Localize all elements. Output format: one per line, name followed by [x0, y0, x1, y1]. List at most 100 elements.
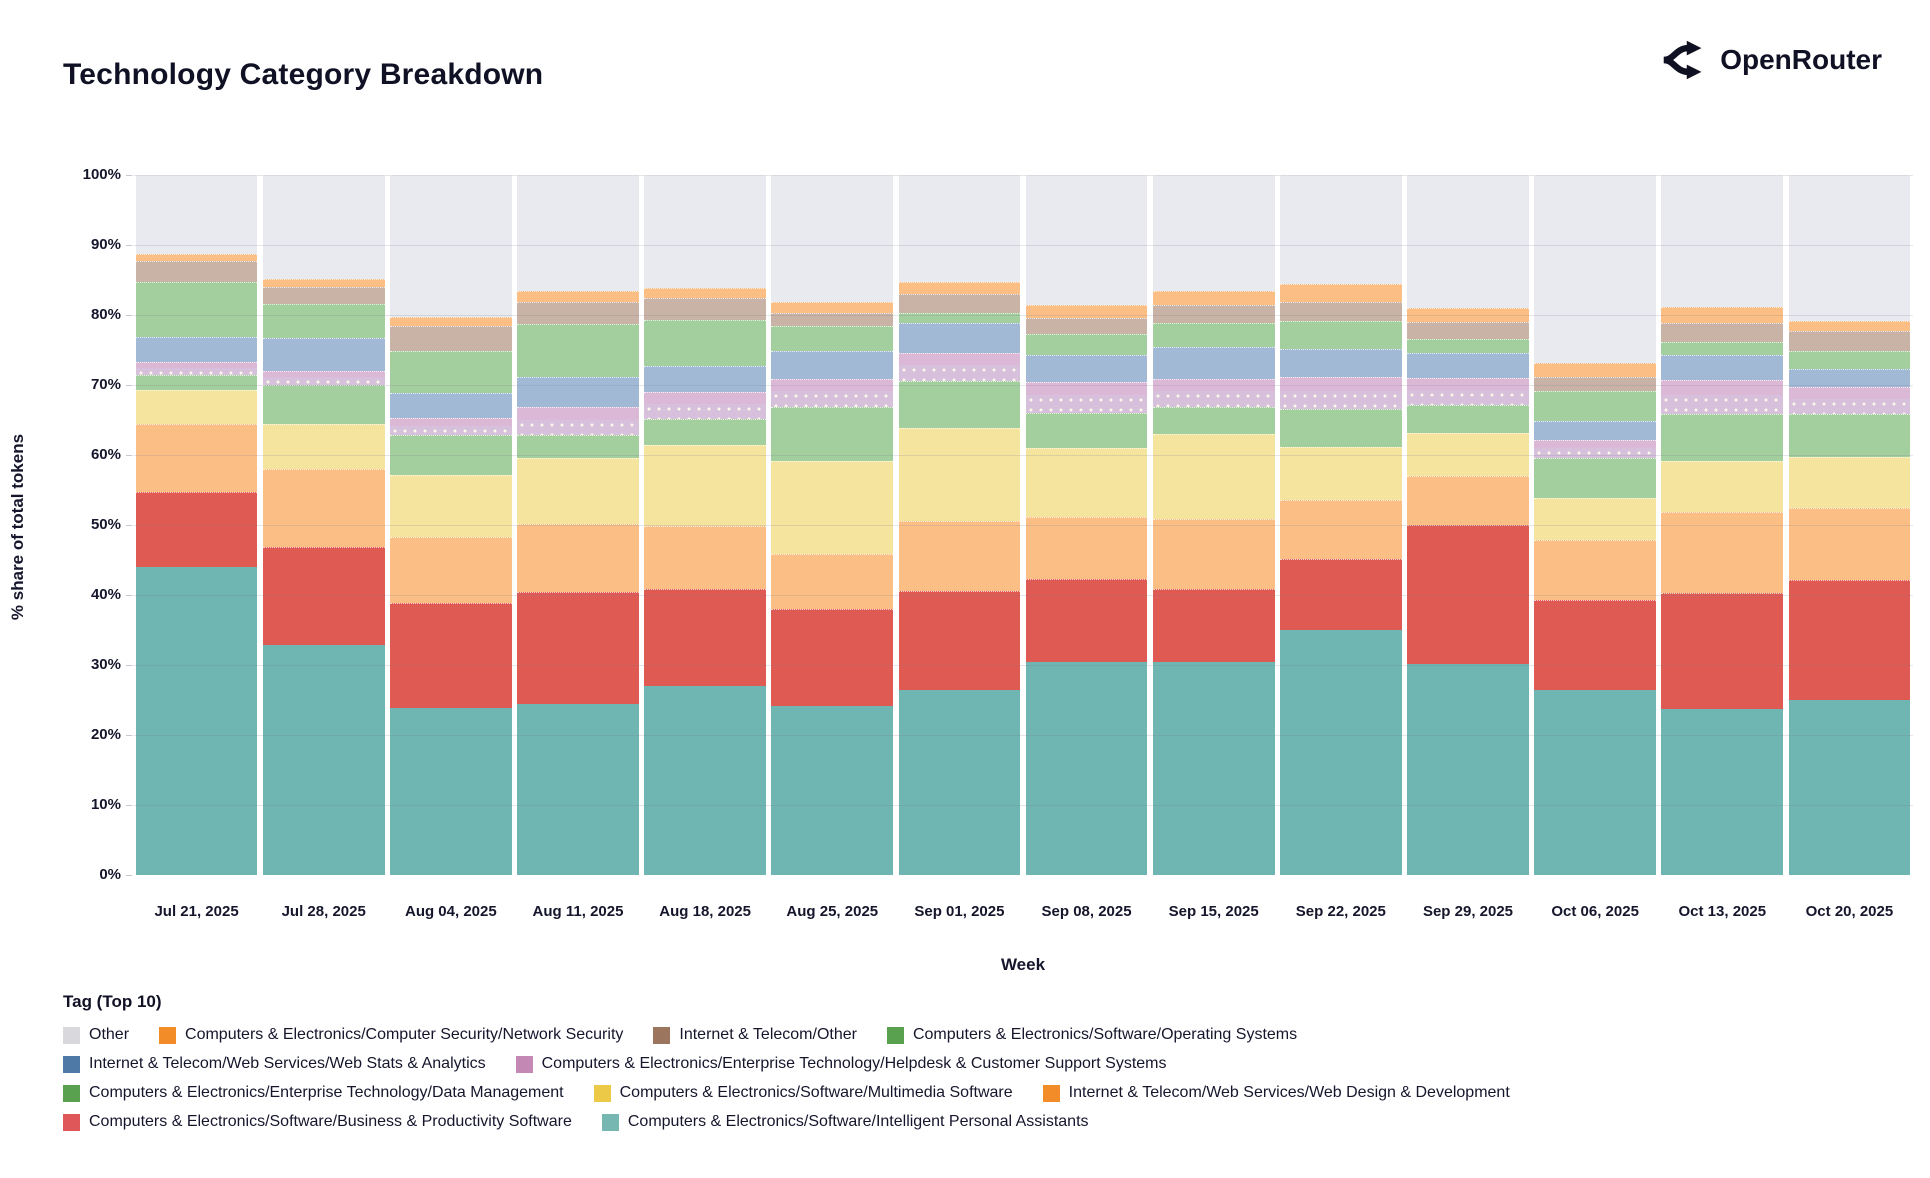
- bar-segment[interactable]: [1025, 175, 1148, 306]
- bar-segment[interactable]: [135, 567, 258, 875]
- bar-sep-08-2025[interactable]: [1025, 175, 1148, 875]
- bar-segment[interactable]: [1534, 175, 1656, 363]
- bar-segment[interactable]: [1152, 518, 1275, 590]
- bar-segment[interactable]: [390, 434, 512, 476]
- bar-segment[interactable]: [898, 175, 1021, 283]
- bar-segment[interactable]: [771, 302, 894, 313]
- bar-segment[interactable]: [898, 352, 1021, 381]
- bar-segment[interactable]: [1661, 175, 1784, 307]
- bar-segment[interactable]: [1152, 291, 1275, 305]
- bar-segment[interactable]: [771, 312, 894, 326]
- bar-oct-20-2025[interactable]: [1788, 175, 1911, 875]
- bar-segment[interactable]: [771, 705, 894, 875]
- bar-segment[interactable]: [1661, 592, 1784, 710]
- bar-segment[interactable]: [1280, 630, 1402, 875]
- bar-segment[interactable]: [390, 317, 512, 327]
- bar-segment[interactable]: [1025, 578, 1148, 662]
- legend-item[interactable]: Internet & Telecom/Web Services/Web Desi…: [1042, 1084, 1510, 1102]
- bar-segment[interactable]: [390, 393, 512, 418]
- bar-segment[interactable]: [644, 297, 766, 320]
- bar-segment[interactable]: [135, 361, 258, 375]
- bar-segment[interactable]: [517, 523, 639, 593]
- bar-aug-25-2025[interactable]: [771, 175, 894, 875]
- bar-segment[interactable]: [135, 423, 258, 493]
- bar-segment[interactable]: [1280, 284, 1402, 302]
- bar-segment[interactable]: [1788, 580, 1911, 700]
- bar-segment[interactable]: [1025, 448, 1148, 517]
- bar-segment[interactable]: [135, 282, 258, 337]
- bar-aug-11-2025[interactable]: [517, 175, 639, 875]
- bar-segment[interactable]: [1152, 346, 1275, 379]
- bar-segment[interactable]: [1280, 348, 1402, 377]
- bar-segment[interactable]: [135, 175, 258, 255]
- legend-item[interactable]: Computers & Electronics/Software/Operati…: [886, 1026, 1297, 1044]
- bar-segment[interactable]: [1152, 304, 1275, 324]
- bar-segment[interactable]: [644, 288, 766, 298]
- bar-segment[interactable]: [644, 686, 766, 875]
- bar-segment[interactable]: [517, 407, 639, 436]
- bar-segment[interactable]: [1788, 331, 1911, 352]
- legend-item[interactable]: Computers & Electronics/Enterprise Techn…: [63, 1084, 564, 1102]
- bar-segment[interactable]: [1407, 338, 1529, 353]
- bar-segment[interactable]: [1152, 434, 1275, 519]
- bar-segment[interactable]: [1661, 413, 1784, 462]
- bar-segment[interactable]: [1025, 381, 1148, 413]
- bar-segment[interactable]: [1788, 175, 1911, 321]
- bar-segment[interactable]: [262, 469, 385, 548]
- bar-segment[interactable]: [1407, 476, 1529, 525]
- bar-segment[interactable]: [1152, 661, 1275, 875]
- bar-segment[interactable]: [1280, 408, 1402, 448]
- legend-item[interactable]: Computers & Electronics/Enterprise Techn…: [515, 1055, 1167, 1073]
- bar-segment[interactable]: [1407, 663, 1529, 875]
- bar-segment[interactable]: [1788, 414, 1911, 458]
- bar-segment[interactable]: [1788, 320, 1911, 332]
- bar-segment[interactable]: [262, 547, 385, 645]
- bar-segment[interactable]: [1152, 589, 1275, 662]
- bar-segment[interactable]: [1534, 457, 1656, 498]
- bar-segment[interactable]: [1280, 301, 1402, 321]
- bar-segment[interactable]: [1025, 317, 1148, 334]
- legend-item[interactable]: Other: [63, 1026, 129, 1044]
- bar-segment[interactable]: [1661, 323, 1784, 343]
- bar-segment[interactable]: [898, 380, 1021, 428]
- bar-segment[interactable]: [1788, 387, 1911, 415]
- bar-segment[interactable]: [1407, 352, 1529, 378]
- bar-segment[interactable]: [517, 175, 639, 291]
- legend-item[interactable]: Internet & Telecom/Other: [653, 1026, 857, 1044]
- bar-segment[interactable]: [135, 336, 258, 362]
- legend-item[interactable]: Internet & Telecom/Web Services/Web Stat…: [63, 1055, 486, 1073]
- bar-segment[interactable]: [1661, 512, 1784, 593]
- bar-segment[interactable]: [771, 351, 894, 380]
- bar-segment[interactable]: [771, 325, 894, 352]
- bar-segment[interactable]: [1407, 378, 1529, 405]
- bar-segment[interactable]: [517, 704, 639, 875]
- bar-segment[interactable]: [1788, 368, 1911, 388]
- bar-jul-28-2025[interactable]: [262, 175, 385, 875]
- bar-segment[interactable]: [771, 554, 894, 609]
- bar-segment[interactable]: [390, 475, 512, 537]
- bar-segment[interactable]: [1152, 378, 1275, 407]
- bar-segment[interactable]: [517, 290, 639, 302]
- bar-segment[interactable]: [1534, 690, 1656, 875]
- bar-segment[interactable]: [898, 690, 1021, 875]
- bar-segment[interactable]: [1534, 497, 1656, 540]
- bar-segment[interactable]: [644, 175, 766, 289]
- bar-segment[interactable]: [644, 588, 766, 686]
- bar-segment[interactable]: [1661, 461, 1784, 513]
- bar-segment[interactable]: [1534, 390, 1656, 421]
- bar-segment[interactable]: [1661, 709, 1784, 875]
- bar-segment[interactable]: [262, 279, 385, 287]
- bar-segment[interactable]: [1534, 539, 1656, 600]
- legend-item[interactable]: Computers & Electronics/Software/Intelli…: [601, 1113, 1089, 1131]
- bar-segment[interactable]: [1280, 175, 1402, 285]
- bar-segment[interactable]: [1025, 516, 1148, 579]
- bar-segment[interactable]: [1788, 508, 1911, 581]
- bar-segment[interactable]: [1407, 525, 1529, 664]
- bar-segment[interactable]: [771, 175, 894, 303]
- bar-segment[interactable]: [1025, 305, 1148, 318]
- bar-segment[interactable]: [1788, 457, 1911, 509]
- bar-segment[interactable]: [1152, 323, 1275, 347]
- bar-sep-22-2025[interactable]: [1280, 175, 1402, 875]
- bar-segment[interactable]: [517, 457, 639, 524]
- bar-segment[interactable]: [135, 254, 258, 262]
